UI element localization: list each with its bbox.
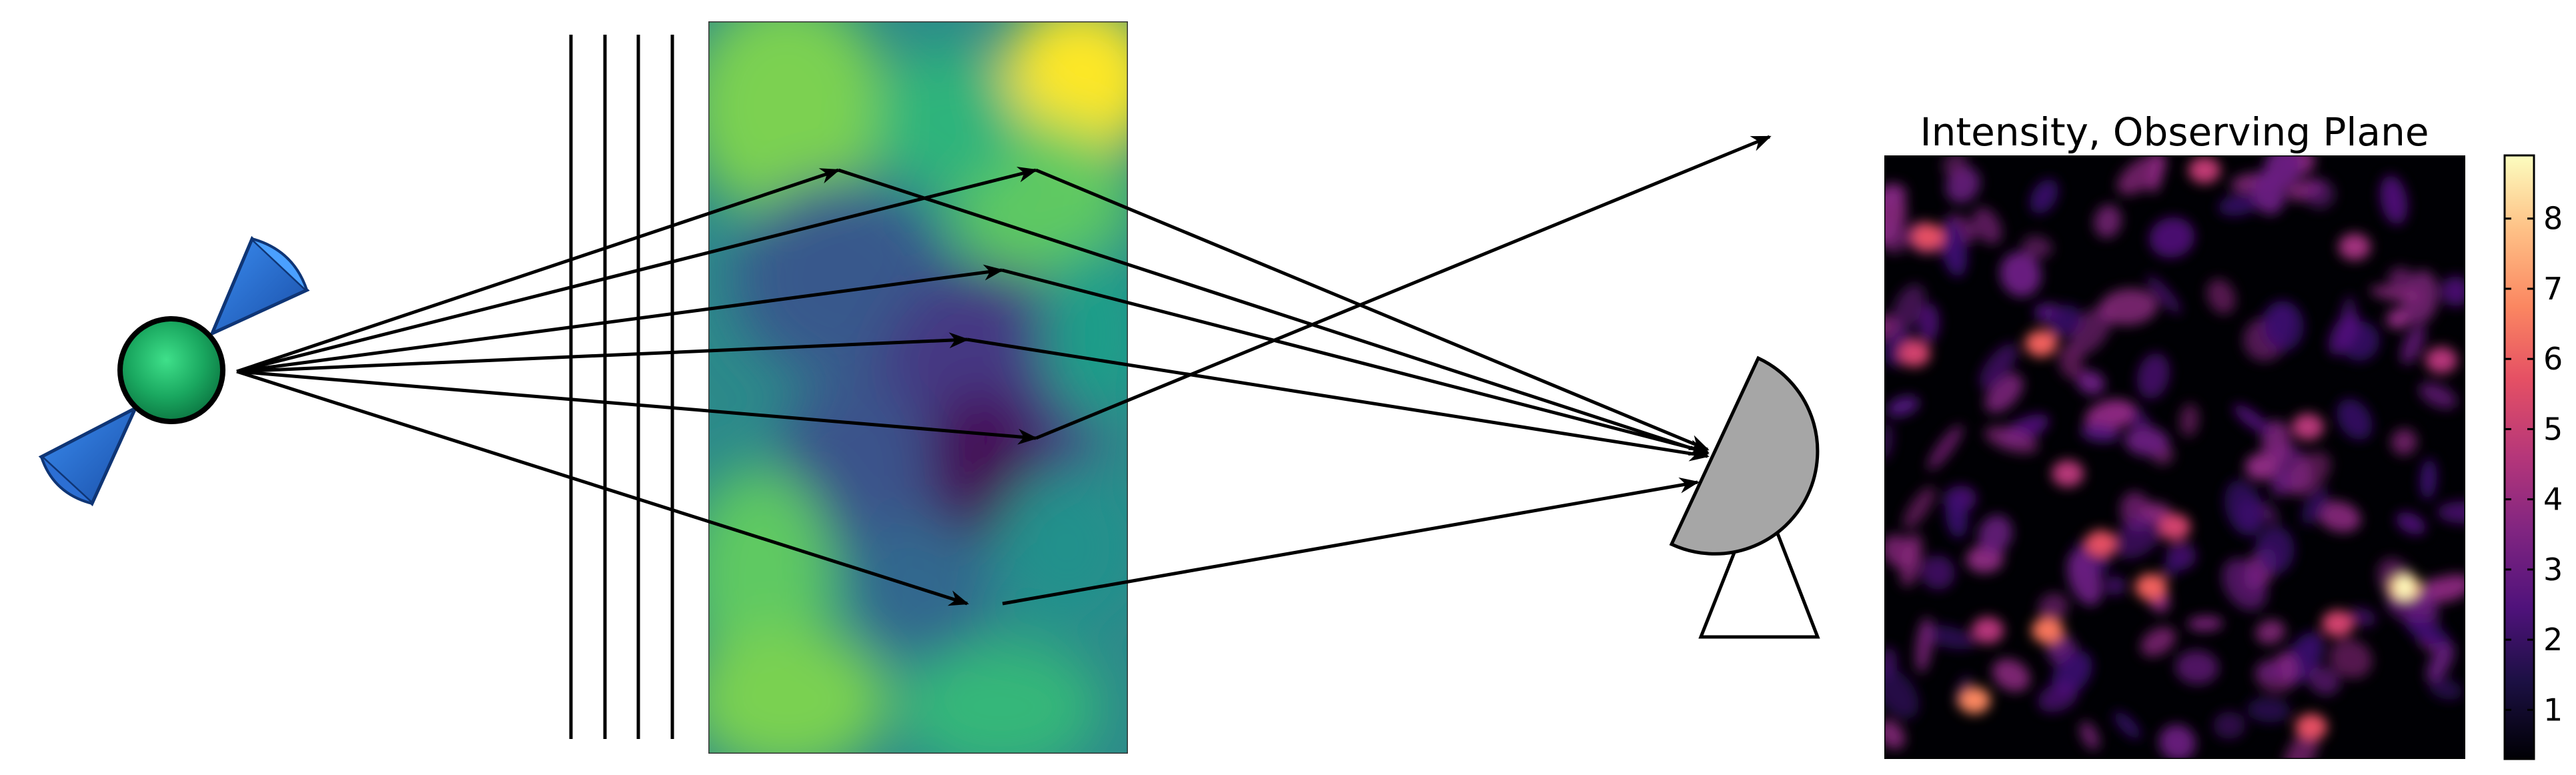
solar-panel-upper: [209, 235, 310, 337]
ray-arrow: [1035, 135, 1772, 440]
solar-panel-lower: [38, 404, 139, 507]
phase-screen: [708, 21, 1128, 754]
satellite-body: [117, 316, 225, 424]
colorbar-tick-label: 2: [2543, 622, 2563, 658]
ray-arrow: [236, 369, 969, 606]
plot-title: Intensity, Observing Plane: [1920, 109, 2429, 155]
colorbar-tick-label: 7: [2543, 271, 2563, 307]
colorbar-tick-label: 3: [2543, 552, 2563, 588]
ray-arrow: [236, 369, 1038, 445]
ray-arrow: [967, 337, 1710, 462]
ray-arrow: [1001, 268, 1710, 456]
telescope-dish: [1669, 355, 1820, 556]
satellite-icon: [38, 235, 310, 507]
wavefront-lines: [569, 35, 674, 739]
intensity-image: [1884, 155, 2465, 759]
telescope-icon: [1669, 355, 1820, 639]
ray-arrow: [1035, 168, 1710, 452]
ray-arrow: [1002, 477, 1700, 606]
colorbar-gradient: [2503, 154, 2535, 760]
colorbar-tick-label: 4: [2543, 482, 2563, 518]
colorbar-ticks: 1 2 3 4 5 6 7 8: [2505, 201, 2563, 728]
ray-arrow: [236, 166, 1038, 373]
colorbar-tick-label: 8: [2543, 201, 2563, 237]
colorbar-tick-label: 1: [2543, 692, 2563, 728]
ray-arrow: [236, 332, 969, 373]
ray-arrow: [236, 264, 1004, 373]
colorbar: 1 2 3 4 5 6 7 8: [2503, 154, 2563, 760]
colorbar-tick-label: 6: [2543, 341, 2563, 377]
incident-rays: [236, 166, 1038, 606]
colorbar-tick-label: 5: [2543, 411, 2563, 447]
scattered-rays: [838, 135, 1772, 606]
ray-arrow: [236, 168, 840, 373]
ray-arrow: [838, 168, 1710, 456]
